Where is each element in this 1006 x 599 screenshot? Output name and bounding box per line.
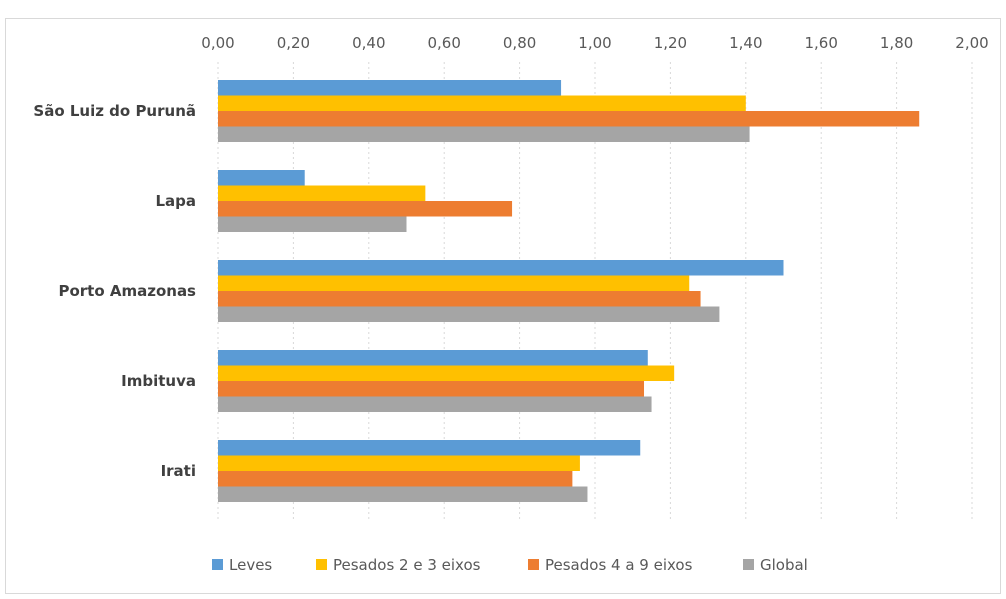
- category-label: Lapa: [155, 192, 196, 210]
- x-tick-label: 1,60: [804, 34, 837, 52]
- chart-frame: [5, 18, 1001, 594]
- legend-item: Global: [743, 556, 808, 574]
- legend-item: Pesados 4 a 9 eixos: [528, 556, 693, 574]
- legend-label: Global: [760, 556, 808, 574]
- bar: [218, 381, 645, 397]
- x-tick-label: 1,20: [654, 34, 687, 52]
- bar: [218, 111, 920, 127]
- legend-swatch: [743, 559, 754, 570]
- bar: [218, 80, 562, 96]
- bar: [218, 201, 513, 217]
- x-tick-label: 1,40: [729, 34, 762, 52]
- category-label: Imbituva: [121, 372, 196, 390]
- bar: [218, 350, 648, 366]
- bar: [218, 486, 588, 502]
- legend-swatch: [316, 559, 327, 570]
- bar: [218, 170, 305, 186]
- x-tick-label: 0,40: [352, 34, 385, 52]
- legend-label: Pesados 2 e 3 eixos: [333, 556, 481, 574]
- bar: [218, 260, 784, 276]
- bar: [218, 291, 701, 307]
- legend-label: Leves: [229, 556, 272, 574]
- legend-label: Pesados 4 a 9 eixos: [545, 556, 693, 574]
- bar: [218, 185, 426, 201]
- x-tick-label: 1,00: [578, 34, 611, 52]
- bar: [218, 306, 720, 322]
- x-tick-label: 0,20: [277, 34, 310, 52]
- bar: [218, 471, 573, 487]
- x-tick-label: 0,80: [503, 34, 536, 52]
- x-tick-label: 1,80: [880, 34, 913, 52]
- bar: [218, 126, 750, 142]
- bar: [218, 275, 690, 291]
- bar: [218, 396, 652, 412]
- x-tick-label: 2,00: [955, 34, 988, 52]
- legend-item: Pesados 2 e 3 eixos: [316, 556, 481, 574]
- bar: [218, 365, 675, 381]
- x-tick-label: 0,00: [201, 34, 234, 52]
- x-tick-label: 0,60: [427, 34, 460, 52]
- legend-swatch: [212, 559, 223, 570]
- category-label: São Luiz do Purunã: [33, 102, 196, 120]
- x-axis-tick-labels: 0,00 0,20 0,40 0,60 0,80 1,00 1,20 1,40 1,60 1,80…: [201, 34, 988, 52]
- bar: [218, 440, 641, 456]
- legend: Leves Pesados 2 e 3 eixos Pesados 4 a 9 ei…: [212, 556, 808, 574]
- category-labels: São Luiz do Purunã Lapa Porto Amazonas Imbi…: [33, 102, 196, 480]
- category-label: Irati: [161, 462, 196, 480]
- category-label: Porto Amazonas: [58, 282, 196, 300]
- bar: [218, 216, 407, 232]
- bar: [218, 455, 580, 471]
- bar: [218, 95, 746, 111]
- legend-swatch: [528, 559, 539, 570]
- legend-item: Leves: [212, 556, 272, 574]
- bars: [218, 80, 920, 502]
